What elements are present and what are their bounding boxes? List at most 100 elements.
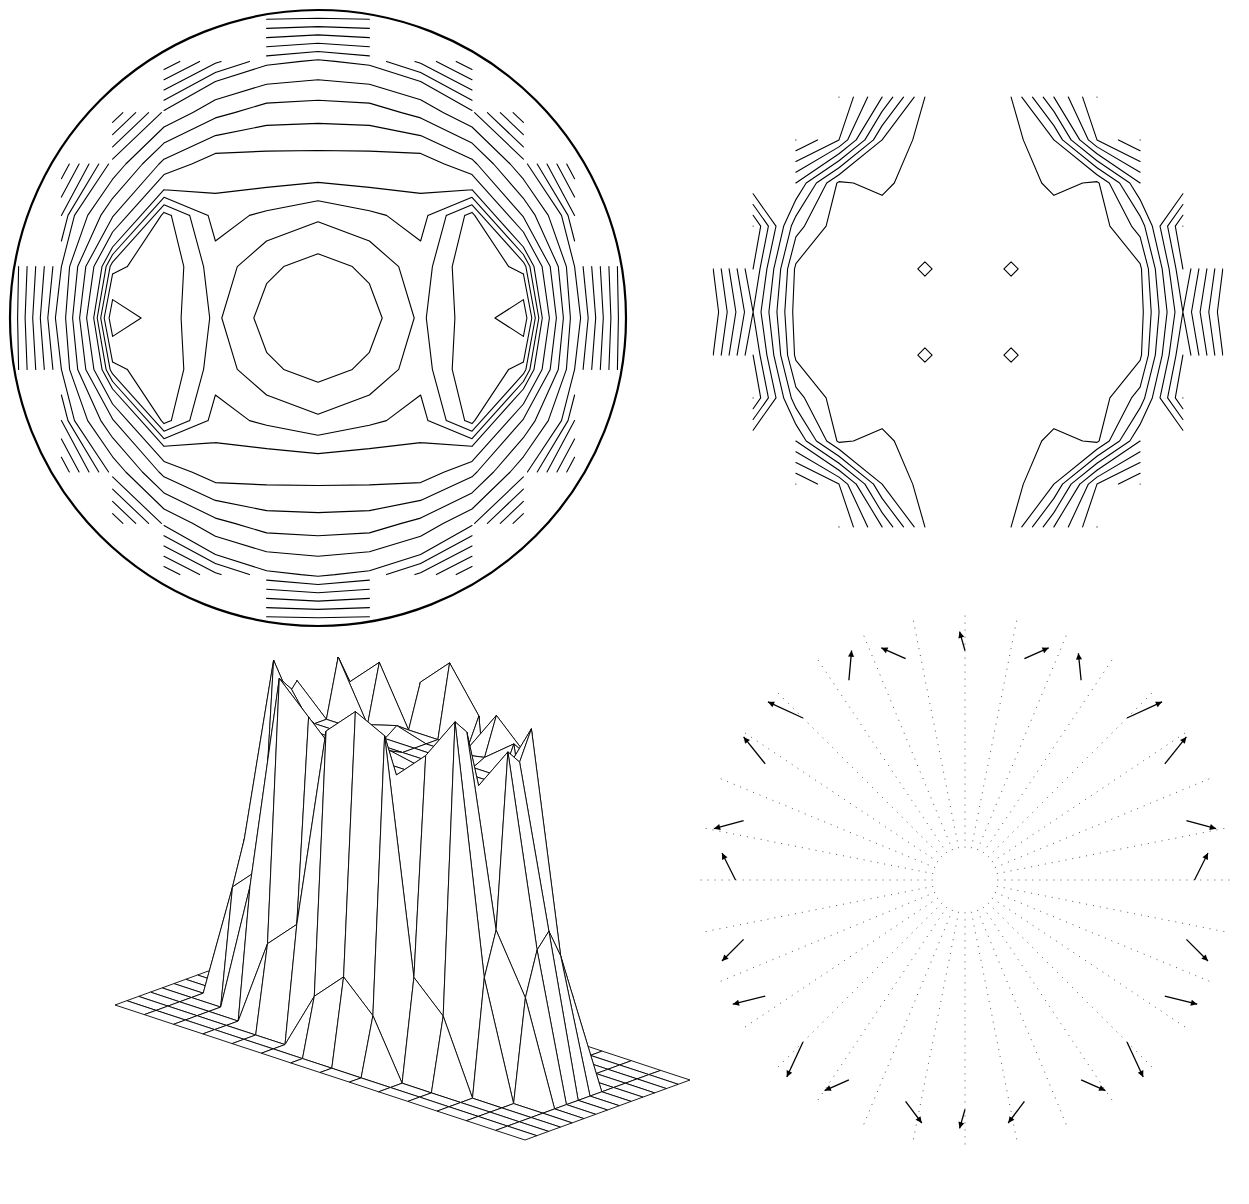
radial-guide <box>741 730 939 862</box>
arrow-head <box>1138 1070 1144 1077</box>
arrow-shaft <box>787 1042 803 1077</box>
arrow-head <box>733 1000 740 1006</box>
arrow-head <box>825 1085 832 1091</box>
arrow-head <box>958 632 964 639</box>
radial-guide <box>997 886 1230 932</box>
arrow-head <box>722 954 729 961</box>
radial-guide <box>997 880 1235 881</box>
contour-line <box>55 60 580 576</box>
arrow-shaft <box>1024 648 1048 659</box>
radial-guide <box>977 631 1068 851</box>
surface-cell <box>368 662 409 730</box>
radial-guide <box>983 907 1115 1105</box>
vector-arrow <box>825 1080 849 1091</box>
contour-line <box>793 97 1144 527</box>
arrow-head <box>744 737 750 744</box>
arrow-head <box>881 648 888 654</box>
radial-guide <box>988 903 1156 1071</box>
arrow-shaft <box>906 1101 922 1123</box>
vector-arrow <box>1076 653 1082 680</box>
radial-guide <box>965 610 966 848</box>
arrow-shaft <box>744 737 766 764</box>
vector-arrow <box>1127 702 1162 718</box>
contour-line <box>94 182 543 453</box>
radial-guide <box>774 903 942 1071</box>
radial-guide <box>774 689 942 857</box>
vector-arrow <box>1127 1042 1143 1077</box>
arrow-shaft <box>722 853 736 880</box>
background <box>0 0 1249 1204</box>
arrow-head <box>1202 853 1208 860</box>
vector-arrow <box>787 1042 803 1077</box>
contour-panel <box>10 10 626 626</box>
vector-arrow <box>1165 996 1197 1006</box>
radial-guide <box>815 907 947 1105</box>
arrow-head <box>1008 1116 1014 1123</box>
surface-cell <box>514 998 555 1113</box>
arrow-shaft <box>1186 939 1208 961</box>
contour-line <box>753 97 1183 527</box>
vector-arrow <box>1024 648 1048 659</box>
radial-guide <box>912 615 958 848</box>
contour-line <box>80 123 557 512</box>
arrow-head <box>787 1070 793 1077</box>
domain-boundary <box>10 10 626 626</box>
radial-guide <box>965 912 966 1150</box>
arrow-shaft <box>1165 737 1187 764</box>
vector-arrow <box>1081 1080 1105 1091</box>
vector-panel <box>695 610 1235 1150</box>
arrow-head <box>1180 737 1186 744</box>
radial-guide <box>988 689 1156 857</box>
arrow-head <box>714 824 721 830</box>
vector-arrow <box>1195 853 1209 880</box>
surface-cell <box>496 1126 537 1140</box>
radial-guide <box>716 777 936 868</box>
contour-line <box>721 97 1215 527</box>
surface-panel <box>115 657 690 1140</box>
vector-arrow <box>733 996 765 1006</box>
arrow-head <box>1098 1085 1105 1091</box>
vector-arrow <box>1186 939 1208 961</box>
vector-arrow <box>906 1101 922 1123</box>
contour-lines <box>713 97 1223 527</box>
arrow-shaft <box>825 1080 849 1091</box>
arrow-shaft <box>768 702 803 718</box>
contour-panel <box>713 97 1223 527</box>
arrow-head <box>1042 648 1049 654</box>
radial-guide <box>992 730 1190 862</box>
surface-cell <box>361 1016 402 1088</box>
arrow-shaft <box>881 648 905 659</box>
surface-cell <box>431 1016 472 1102</box>
radial-guide <box>700 886 933 932</box>
arrow-head <box>768 702 775 708</box>
arrow-head <box>1201 954 1208 961</box>
figure <box>0 0 1249 1204</box>
vector-arrow <box>881 648 905 659</box>
contour-line <box>87 151 550 486</box>
vector-arrow <box>848 651 854 681</box>
contour-line <box>745 97 1191 527</box>
contour-line <box>753 97 1183 527</box>
contour-line <box>101 205 536 431</box>
contour-line <box>33 35 604 601</box>
arrow-shaft <box>722 939 744 961</box>
vector-arrow <box>958 632 965 651</box>
radial-guide <box>977 910 1068 1130</box>
arrow-head <box>1190 1000 1197 1006</box>
contour-line <box>48 52 588 585</box>
contour-line <box>66 80 571 556</box>
radial-guide <box>995 892 1215 983</box>
contour-line <box>796 140 1140 484</box>
radial-guide <box>741 898 939 1030</box>
radial-guide <box>862 910 953 1130</box>
arrow-head <box>1209 824 1216 830</box>
contour-lines <box>18 18 619 617</box>
contour-line <box>25 27 611 610</box>
arrow-shaft <box>1127 1042 1143 1077</box>
contour-line <box>73 100 564 535</box>
radial-guide <box>695 880 933 881</box>
radial-guide <box>971 615 1017 848</box>
vector-arrow <box>744 737 766 764</box>
contour-line <box>109 300 527 337</box>
vector-arrow <box>1165 737 1187 764</box>
